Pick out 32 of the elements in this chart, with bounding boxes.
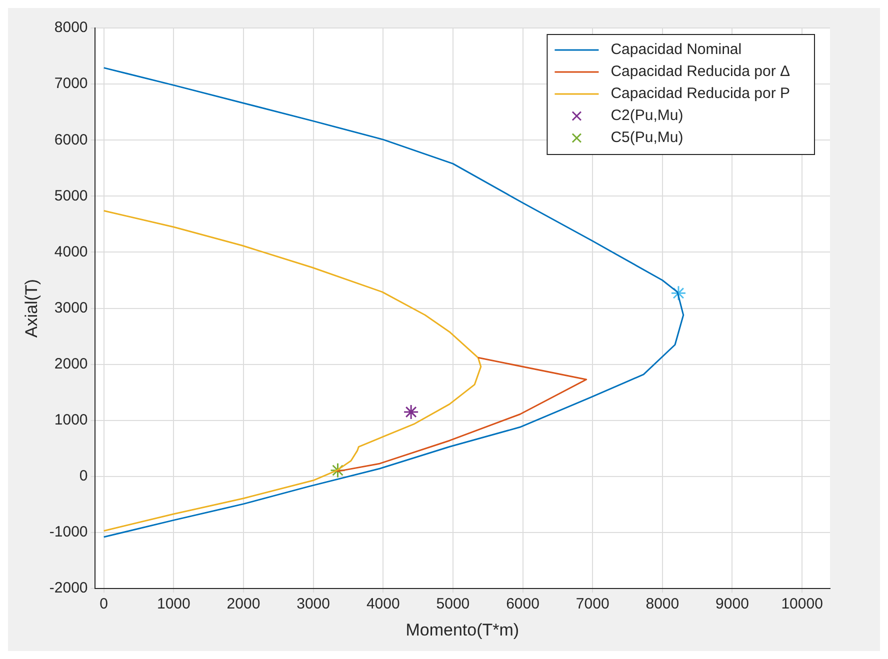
x-tick-label: 2000 <box>226 596 260 613</box>
x-tick-label: 3000 <box>296 596 330 613</box>
x-tick-label: 4000 <box>366 596 400 613</box>
legend-label: C2(Pu,Mu) <box>610 107 684 124</box>
y-tick-label: 0 <box>79 468 88 485</box>
point <box>330 462 346 478</box>
legend-label: Capacidad Reducida por Δ <box>610 63 790 80</box>
point <box>403 404 419 420</box>
y-tick-label: 1000 <box>54 412 88 429</box>
y-tick-label: 7000 <box>54 75 88 92</box>
y-tick-label: 4000 <box>54 243 88 260</box>
x-axis-title: Momento(T*m) <box>406 620 520 640</box>
legend-label: Capacidad Nominal <box>610 41 742 58</box>
x-tick-label: 7000 <box>576 596 610 613</box>
x-tick-label: 5000 <box>436 596 470 613</box>
y-tick-label: -1000 <box>49 524 88 541</box>
x-tick-label: 8000 <box>646 596 680 613</box>
legend-label: C5(Pu,Mu) <box>610 129 684 146</box>
y-tick-label: 3000 <box>54 299 88 316</box>
x-tick-label: 0 <box>100 596 108 613</box>
y-tick-label: -2000 <box>49 580 88 597</box>
x-tick-label: 1000 <box>156 596 190 613</box>
x-tick-label: 9000 <box>716 596 749 613</box>
x-tick-label: 6000 <box>506 596 540 613</box>
x-tick-label: 10000 <box>781 596 823 613</box>
y-tick-label: 2000 <box>54 356 88 372</box>
point <box>670 285 686 301</box>
y-axis-title: Axial(T) <box>22 279 41 338</box>
y-tick-label: 8000 <box>54 19 88 36</box>
y-tick-label: 5000 <box>54 187 88 204</box>
y-tick-label: 6000 <box>54 131 88 148</box>
legend-label: Capacidad Reducida por P <box>610 85 790 102</box>
